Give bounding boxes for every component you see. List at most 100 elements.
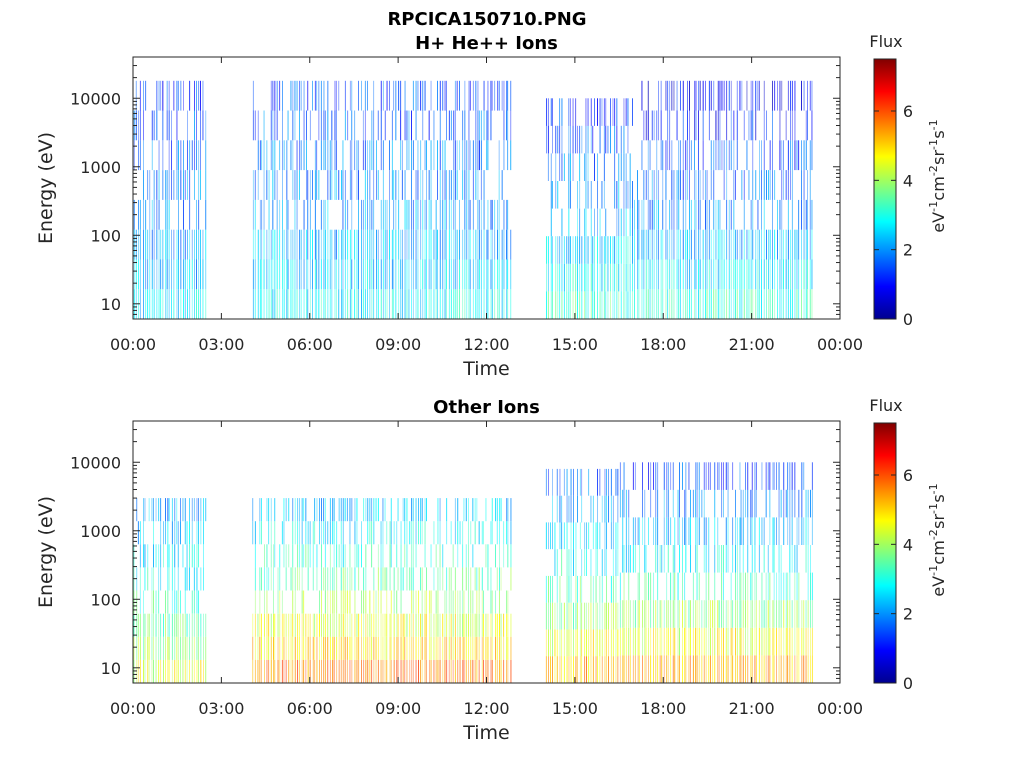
flux-streak <box>373 636 375 660</box>
flux-streak <box>314 80 316 111</box>
flux-streak <box>354 259 356 290</box>
flux-streak <box>572 153 574 181</box>
flux-streak <box>439 259 441 290</box>
flux-streak <box>349 140 351 171</box>
flux-streak <box>625 517 627 545</box>
flux-streak <box>395 199 397 230</box>
flux-streak <box>736 229 738 260</box>
flux-streak <box>647 110 649 141</box>
flux-streak <box>158 636 160 660</box>
flux-streak <box>801 517 803 545</box>
flux-streak <box>692 600 694 628</box>
flux-streak <box>191 289 193 319</box>
flux-streak <box>684 627 686 656</box>
flux-streak <box>331 140 333 171</box>
flux-streak <box>297 544 298 568</box>
flux-streak <box>634 517 636 545</box>
flux-streak <box>409 636 411 660</box>
flux-streak <box>698 199 699 230</box>
flux-streak <box>344 659 346 683</box>
flux-streak <box>620 263 622 292</box>
flux-streak <box>650 600 652 628</box>
flux-streak <box>735 572 736 601</box>
flux-streak <box>261 259 263 290</box>
flux-streak <box>667 655 669 683</box>
flux-streak <box>446 521 448 545</box>
flux-streak <box>342 659 344 683</box>
flux-streak <box>198 259 200 290</box>
flux-streak <box>679 545 680 573</box>
flux-streak <box>759 80 760 111</box>
flux-streak <box>463 590 465 614</box>
flux-streak <box>384 567 386 591</box>
flux-streak <box>810 545 811 573</box>
flux-streak <box>307 544 309 568</box>
flux-streak <box>177 613 179 637</box>
flux-streak <box>277 659 279 683</box>
flux-streak <box>568 125 570 154</box>
unit-base: eV <box>929 212 948 233</box>
flux-streak <box>205 199 207 230</box>
flux-streak <box>174 613 176 637</box>
flux-streak <box>483 259 485 290</box>
flux-streak <box>645 259 647 290</box>
flux-streak <box>166 229 168 260</box>
flux-streak <box>151 229 153 260</box>
flux-streak <box>332 636 334 660</box>
flux-streak <box>290 567 292 591</box>
flux-streak <box>507 544 509 568</box>
flux-streak <box>259 229 261 260</box>
flux-streak <box>548 629 549 657</box>
flux-streak <box>373 229 375 260</box>
flux-streak <box>466 229 468 260</box>
flux-streak <box>690 229 692 260</box>
flux-streak <box>382 613 384 637</box>
flux-streak <box>433 567 435 591</box>
flux-streak <box>717 80 719 111</box>
flux-streak <box>395 259 397 290</box>
flux-streak <box>585 236 587 264</box>
flux-streak <box>743 289 745 319</box>
flux-streak <box>200 289 201 319</box>
flux-streak <box>382 659 384 683</box>
flux-streak <box>776 655 777 683</box>
flux-streak <box>634 462 636 490</box>
flux-streak <box>411 590 413 614</box>
flux-streak <box>439 544 441 568</box>
flux-streak <box>610 495 612 523</box>
flux-streak <box>487 199 489 230</box>
flux-streak <box>575 575 577 603</box>
flux-streak <box>270 498 272 522</box>
flux-streak <box>151 659 153 683</box>
flux-streak <box>672 655 674 683</box>
flux-streak <box>702 80 704 111</box>
flux-streak <box>483 289 485 319</box>
flux-streak <box>685 140 687 171</box>
flux-streak <box>778 517 780 545</box>
flux-streak <box>362 110 364 141</box>
flux-streak <box>644 489 646 518</box>
flux-streak <box>276 289 278 319</box>
flux-streak <box>205 613 207 637</box>
flux-streak <box>292 613 294 637</box>
flux-streak <box>755 259 757 290</box>
flux-streak <box>459 613 461 637</box>
flux-streak <box>767 627 769 656</box>
flux-streak <box>662 140 664 171</box>
flux-streak <box>342 140 344 171</box>
flux-streak <box>639 655 640 683</box>
flux-streak <box>448 199 450 230</box>
flux-streak <box>550 575 551 603</box>
flux-streak <box>367 259 368 290</box>
flux-streak <box>673 170 675 200</box>
flux-streak <box>462 636 464 660</box>
flux-streak <box>628 655 630 683</box>
flux-streak <box>798 655 800 683</box>
flux-streak <box>570 549 572 576</box>
flux-streak <box>325 259 326 290</box>
flux-streak <box>470 590 472 614</box>
flux-streak <box>595 629 597 657</box>
flux-streak <box>298 498 300 522</box>
flux-streak <box>498 229 500 260</box>
flux-streak <box>428 199 430 230</box>
